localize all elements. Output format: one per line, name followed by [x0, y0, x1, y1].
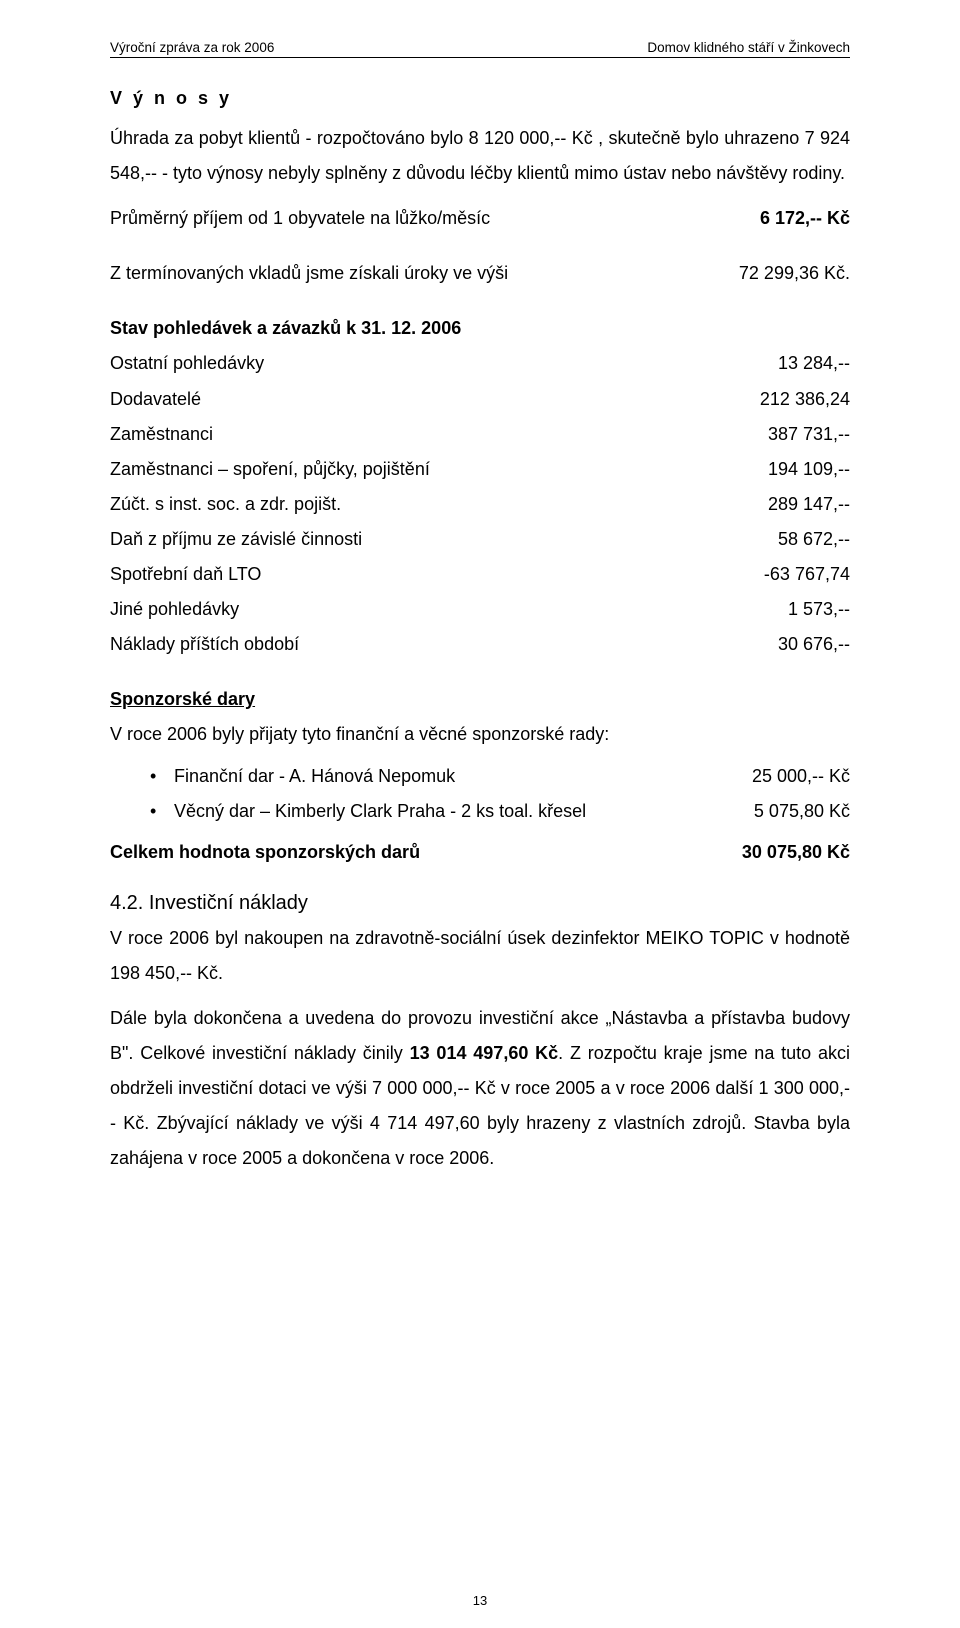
- pohledavky-value: -63 767,74: [700, 557, 850, 592]
- pohledavky-row: Náklady příštích období 30 676,--: [110, 627, 850, 662]
- prumerny-prijem-value: 6 172,-- Kč: [700, 201, 850, 236]
- pohledavky-row: Zaměstnanci 387 731,--: [110, 417, 850, 452]
- pohledavky-label: Zaměstnanci – spoření, půjčky, pojištění: [110, 452, 430, 487]
- pohledavky-value: 387 731,--: [700, 417, 850, 452]
- pohledavky-table: Ostatní pohledávky 13 284,-- Dodavatelé 212…: [110, 346, 850, 662]
- prumerny-prijem-row: Průměrný příjem od 1 obyvatele na lůžko/…: [110, 201, 850, 236]
- pohledavky-label: Dodavatelé: [110, 382, 201, 417]
- prumerny-prijem-label: Průměrný příjem od 1 obyvatele na lůžko/…: [110, 201, 490, 236]
- sponzor-total-value: 30 075,80 Kč: [700, 835, 850, 870]
- vynosy-paragraph: Úhrada za pobyt klientů - rozpočtováno b…: [110, 121, 850, 191]
- pohledavky-label: Zaměstnanci: [110, 417, 213, 452]
- bullet-icon: •: [150, 759, 174, 794]
- sponzor-list: •Finanční dar - A. Hánová Nepomuk25 000,…: [150, 759, 850, 829]
- pohledavky-title: Stav pohledávek a závazků k 31. 12. 2006: [110, 311, 850, 346]
- investice-heading: 4.2. Investiční náklady: [110, 892, 850, 915]
- sponzor-item-text: Finanční dar - A. Hánová Nepomuk: [174, 759, 690, 794]
- uroky-label: Z termínovaných vkladů jsme získali úrok…: [110, 256, 508, 291]
- pohledavky-value: 58 672,--: [700, 522, 850, 557]
- sponzor-total-row: Celkem hodnota sponzorských darů 30 075,…: [110, 835, 850, 870]
- sponzor-total-label: Celkem hodnota sponzorských darů: [110, 835, 420, 870]
- pohledavky-label: Zúčt. s inst. soc. a zdr. pojišt.: [110, 487, 341, 522]
- pohledavky-row: Zaměstnanci – spoření, půjčky, pojištění…: [110, 452, 850, 487]
- page: Výroční zpráva za rok 2006 Domov klidnéh…: [0, 0, 960, 1628]
- pohledavky-value: 1 573,--: [700, 592, 850, 627]
- sponzor-item: •Finanční dar - A. Hánová Nepomuk25 000,…: [150, 759, 850, 794]
- sponzor-item: •Věcný dar – Kimberly Clark Praha - 2 ks…: [150, 794, 850, 829]
- pohledavky-value: 30 676,--: [700, 627, 850, 662]
- pohledavky-row: Zúčt. s inst. soc. a zdr. pojišt. 289 147…: [110, 487, 850, 522]
- pohledavky-row: Spotřební daň LTO -63 767,74: [110, 557, 850, 592]
- sponzor-item-amount: 25 000,-- Kč: [690, 759, 850, 794]
- header-right: Domov klidného stáří v Žinkovech: [647, 40, 850, 55]
- pohledavky-value: 194 109,--: [700, 452, 850, 487]
- pohledavky-label: Ostatní pohledávky: [110, 346, 264, 381]
- bullet-icon: •: [150, 794, 174, 829]
- header-rule: [110, 57, 850, 58]
- pohledavky-row: Daň z příjmu ze závislé činnosti 58 672,-…: [110, 522, 850, 557]
- uroky-value: 72 299,36 Kč.: [700, 256, 850, 291]
- pohledavky-row: Jiné pohledávky 1 573,--: [110, 592, 850, 627]
- header-left: Výroční zpráva za rok 2006: [110, 40, 274, 55]
- pohledavky-row: Dodavatelé 212 386,24: [110, 382, 850, 417]
- uroky-row: Z termínovaných vkladů jsme získali úrok…: [110, 256, 850, 291]
- vynosy-title: V ý n o s y: [110, 88, 850, 109]
- pohledavky-label: Spotřební daň LTO: [110, 557, 261, 592]
- pohledavky-label: Jiné pohledávky: [110, 592, 239, 627]
- running-header: Výroční zpráva za rok 2006 Domov klidnéh…: [110, 40, 850, 55]
- pohledavky-value: 212 386,24: [700, 382, 850, 417]
- pohledavky-row: Ostatní pohledávky 13 284,--: [110, 346, 850, 381]
- sponzor-title: Sponzorské dary: [110, 682, 850, 717]
- page-number: 13: [0, 1593, 960, 1608]
- investice-para2: Dále byla dokončena a uvedena do provozu…: [110, 1001, 850, 1176]
- pohledavky-value: 13 284,--: [700, 346, 850, 381]
- pohledavky-value: 289 147,--: [700, 487, 850, 522]
- pohledavky-label: Náklady příštích období: [110, 627, 299, 662]
- pohledavky-label: Daň z příjmu ze závislé činnosti: [110, 522, 362, 557]
- sponzor-intro: V roce 2006 byly přijaty tyto finanční a…: [110, 717, 850, 752]
- investice-para2-bold: 13 014 497,60 Kč: [410, 1043, 559, 1063]
- investice-para1: V roce 2006 byl nakoupen na zdravotně-so…: [110, 921, 850, 991]
- sponzor-item-text: Věcný dar – Kimberly Clark Praha - 2 ks …: [174, 794, 690, 829]
- sponzor-item-amount: 5 075,80 Kč: [690, 794, 850, 829]
